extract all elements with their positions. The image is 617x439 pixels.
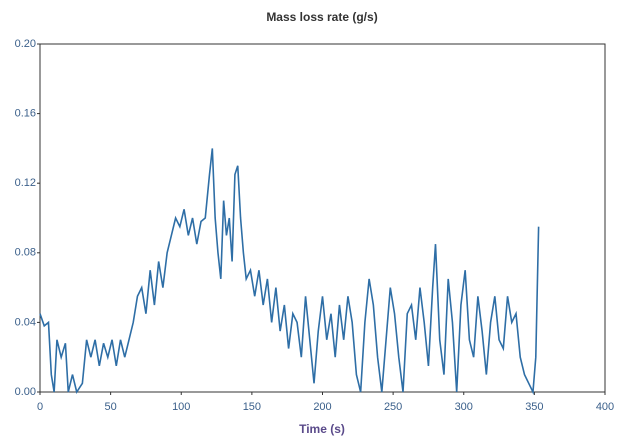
data-line <box>39 148 540 395</box>
y-tick-label: 0.08 <box>15 247 36 259</box>
x-tick-label: 100 <box>172 401 190 413</box>
y-tick-label: 0.16 <box>15 108 36 120</box>
x-tick-label: 0 <box>37 401 43 413</box>
x-tick-label: 250 <box>384 401 402 413</box>
x-tick-label: 50 <box>105 401 117 413</box>
x-tick-label: 150 <box>243 401 261 413</box>
y-tick-label: 0.04 <box>15 316 36 328</box>
x-tick-label: 350 <box>525 401 543 413</box>
y-tick-label: 0.00 <box>15 386 36 398</box>
x-tick-label: 400 <box>596 401 614 413</box>
x-tick-label: 200 <box>313 401 331 413</box>
plot-frame <box>39 43 606 393</box>
y-tick-label: 0.12 <box>15 177 36 189</box>
x-tick-label: 300 <box>455 401 473 413</box>
y-tick-label: 0.20 <box>15 38 36 50</box>
chart-title: Mass loss rate (g/s) <box>266 10 377 24</box>
x-axis-label: Time (s) <box>299 422 345 436</box>
